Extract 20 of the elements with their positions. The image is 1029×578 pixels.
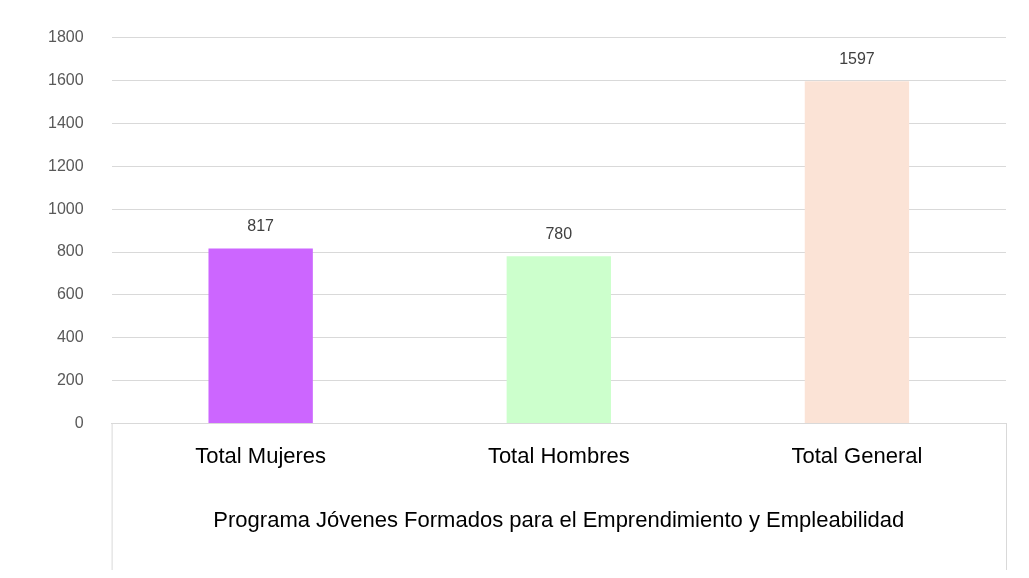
y-tick-label: 400	[56, 328, 84, 346]
data-label: 1597	[839, 49, 875, 67]
x-tick-label: Total Mujeres	[195, 442, 327, 468]
y-tick-label: 0	[74, 414, 84, 432]
y-tick-label: 600	[56, 285, 84, 303]
x-tick-label: Total General	[791, 442, 923, 468]
y-tick-label: 800	[56, 242, 84, 260]
bar	[208, 248, 313, 424]
y-tick-label: 1600	[48, 70, 84, 88]
x-axis-title: Programa Jóvenes Formados para el Emprendimiento y Empleabilidad	[213, 507, 905, 533]
y-tick-label: 200	[56, 371, 84, 389]
y-tick-label: 1200	[48, 156, 84, 174]
y-tick-label: 1400	[48, 113, 84, 131]
y-tick-label: 1800	[48, 28, 84, 46]
y-tick-label: 1000	[48, 199, 84, 217]
x-tick-label: Total Hombres	[487, 442, 630, 468]
bar	[506, 256, 611, 424]
bar	[804, 81, 910, 424]
data-label: 817	[247, 216, 275, 234]
data-label: 780	[545, 224, 573, 242]
